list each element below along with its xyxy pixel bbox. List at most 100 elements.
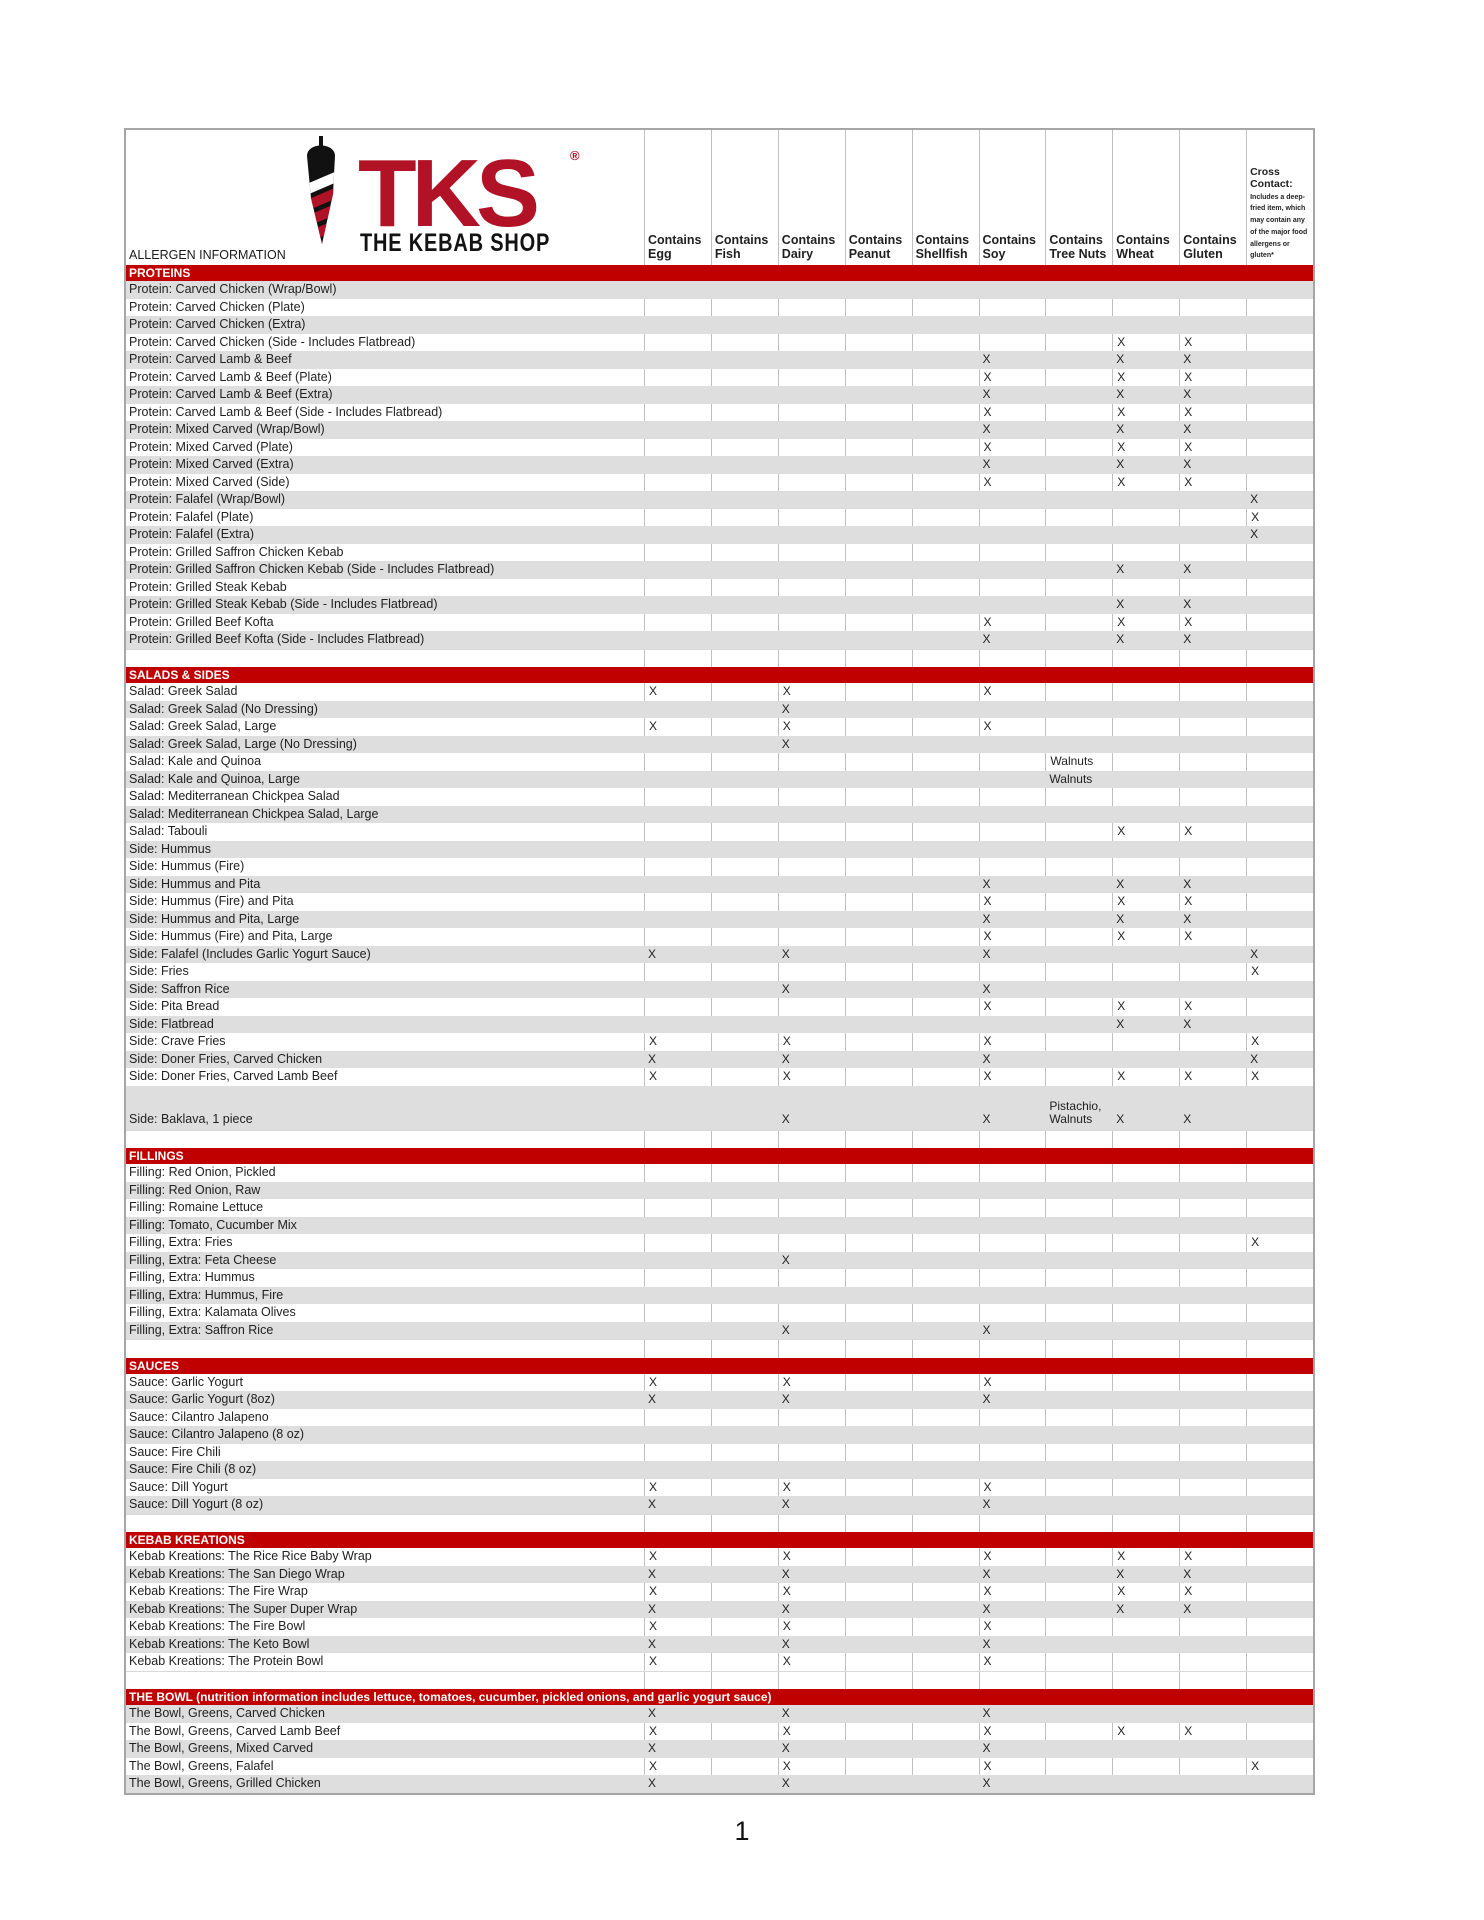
row-label: Protein: Carved Lamb & Beef (Plate) xyxy=(129,369,332,384)
allergen-cell-cross xyxy=(1246,1391,1313,1409)
allergen-cell-tree_nuts xyxy=(1045,981,1112,999)
allergen-cell-dairy xyxy=(777,1269,845,1287)
allergen-cell-egg xyxy=(644,1217,711,1235)
allergen-cell-shellfish xyxy=(912,1086,979,1130)
allergen-cell-gluten xyxy=(1179,736,1246,754)
allergen-cell-dairy xyxy=(778,1287,845,1305)
allergen-cell-gluten: X xyxy=(1183,422,1192,436)
allergen-cell-fish xyxy=(711,806,778,824)
allergen-cell-egg xyxy=(644,911,711,929)
row-label: Salad: Mediterranean Chickpea Salad, Lar… xyxy=(129,806,379,821)
allergen-cell-cross: X xyxy=(1250,527,1259,541)
allergen-cell-fish xyxy=(711,316,778,334)
allergen-cell-fish xyxy=(711,526,778,544)
column-header-soy: Contains Soy xyxy=(978,130,1046,265)
allergen-cell-egg: X xyxy=(648,1636,657,1651)
allergen-cell-wheat: X xyxy=(1116,1016,1125,1031)
allergen-cell-egg: X xyxy=(648,1776,657,1790)
allergen-cell-peanut xyxy=(845,561,912,579)
allergen-cell-egg xyxy=(644,316,711,334)
allergen-cell-gluten xyxy=(1179,649,1246,667)
allergen-cell-cross xyxy=(1246,333,1313,351)
allergen-cell-egg xyxy=(644,543,711,561)
allergen-cell-tree_nuts xyxy=(1045,543,1112,561)
allergen-cell-shellfish xyxy=(912,1252,979,1270)
allergen-cell-wheat xyxy=(1112,736,1179,754)
allergen-cell-tree_nuts xyxy=(1045,806,1112,824)
allergen-cell-tree_nuts xyxy=(1045,1252,1112,1270)
allergen-cell-dairy xyxy=(778,631,845,649)
allergen-cell-wheat xyxy=(1112,578,1179,596)
allergen-cell-tree_nuts xyxy=(1045,386,1112,404)
allergen-cell-shellfish xyxy=(911,1130,979,1148)
allergen-cell-egg: X xyxy=(644,1618,711,1636)
row-label: Protein: Carved Lamb & Beef (Extra) xyxy=(129,387,333,401)
allergen-cell-fish xyxy=(710,788,778,806)
row-label: Salad: Mediterranean Chickpea Salad xyxy=(129,789,340,803)
allergen-cell-tree_nuts xyxy=(1045,946,1112,964)
allergen-cell-gluten xyxy=(1179,1051,1246,1069)
allergen-cell-cross xyxy=(1246,1269,1313,1287)
table-row: Salad: Greek Salad (No Dressing) X xyxy=(126,700,1313,719)
row-label: Protein: Grilled Beef Kofta xyxy=(129,614,274,629)
allergen-cell-cross xyxy=(1246,1461,1313,1479)
allergen-cell-fish xyxy=(711,456,778,474)
allergen-cell-wheat xyxy=(1112,1408,1179,1426)
allergen-cell-cross xyxy=(1246,736,1313,754)
allergen-cell-fish xyxy=(710,1304,778,1322)
allergen-cell-shellfish xyxy=(912,1775,979,1793)
allergen-cell-shellfish xyxy=(911,1234,979,1252)
allergen-cell-egg xyxy=(644,631,711,649)
allergen-cell-fish xyxy=(710,1408,778,1426)
allergen-cell-wheat xyxy=(1112,1252,1179,1270)
allergen-cell-cross xyxy=(1246,1443,1313,1461)
allergen-cell-dairy xyxy=(777,1408,845,1426)
allergen-cell-egg xyxy=(644,963,711,981)
allergen-cell-fish xyxy=(710,1164,778,1182)
allergen-cell-tree_nuts xyxy=(1045,491,1112,509)
allergen-cell-soy xyxy=(978,649,1046,667)
row-label: Salad: Kale and Quinoa xyxy=(129,754,262,768)
allergen-cell-soy: X xyxy=(978,1618,1046,1636)
allergen-cell-egg xyxy=(644,1408,711,1426)
column-header-wheat: Contains Wheat xyxy=(1112,130,1179,265)
allergen-cell-fish xyxy=(711,911,778,929)
allergen-cell-fish xyxy=(710,998,778,1016)
allergen-cell-gluten xyxy=(1179,1636,1246,1654)
allergen-cell-tree_nuts xyxy=(1045,403,1112,421)
allergen-cell-peanut xyxy=(845,456,912,474)
allergen-cell-peanut xyxy=(844,543,912,561)
allergen-cell-cross xyxy=(1246,701,1313,719)
allergen-cell-egg xyxy=(644,298,711,316)
row-label: Protein: Carved Lamb & Beef (Side - Incl… xyxy=(129,404,443,419)
row-label: Side: Hummus xyxy=(129,841,211,856)
allergen-cell-fish xyxy=(710,683,778,701)
row-label: Filling, Extra: Feta Cheese xyxy=(129,1252,277,1267)
allergen-cell-gluten: X xyxy=(1183,1601,1192,1616)
allergen-cell-wheat xyxy=(1112,1051,1179,1069)
allergen-cell-soy: X xyxy=(978,1583,1046,1601)
allergen-cell-wheat xyxy=(1112,1234,1179,1252)
allergen-cell-soy: X xyxy=(982,1601,991,1616)
allergen-cell-fish xyxy=(711,701,778,719)
allergen-cell-peanut xyxy=(845,1252,912,1270)
allergen-cell-shellfish xyxy=(911,543,979,561)
allergen-cell-peanut xyxy=(844,1583,912,1601)
table-row: Side: Hummus (Fire) and Pita, Large X X X xyxy=(126,928,1313,946)
allergen-cell-soy: X xyxy=(982,1112,991,1126)
allergen-cell-dairy xyxy=(778,1461,845,1479)
row-label: Protein: Carved Chicken (Plate) xyxy=(129,299,305,314)
allergen-cell-cross xyxy=(1246,578,1313,596)
row-label: Sauce: Cilantro Jalapeno (8 oz) xyxy=(129,1427,305,1441)
table-row: Side: Doner Fries, Carved Chicken X X X X xyxy=(126,1050,1313,1069)
spacer-row xyxy=(126,1339,1313,1358)
allergen-cell-cross: X xyxy=(1246,1068,1313,1086)
allergen-cell-gluten: X xyxy=(1179,1548,1246,1566)
allergen-cell-peanut xyxy=(844,753,912,771)
allergen-cell-gluten xyxy=(1179,806,1246,824)
allergen-cell-soy xyxy=(979,1252,1046,1270)
allergen-cell-egg xyxy=(644,876,711,894)
allergen-cell-tree_nuts xyxy=(1045,1217,1112,1235)
allergen-cell-soy xyxy=(978,1443,1046,1461)
row-label: Filling, Extra: Saffron Rice xyxy=(129,1322,274,1337)
